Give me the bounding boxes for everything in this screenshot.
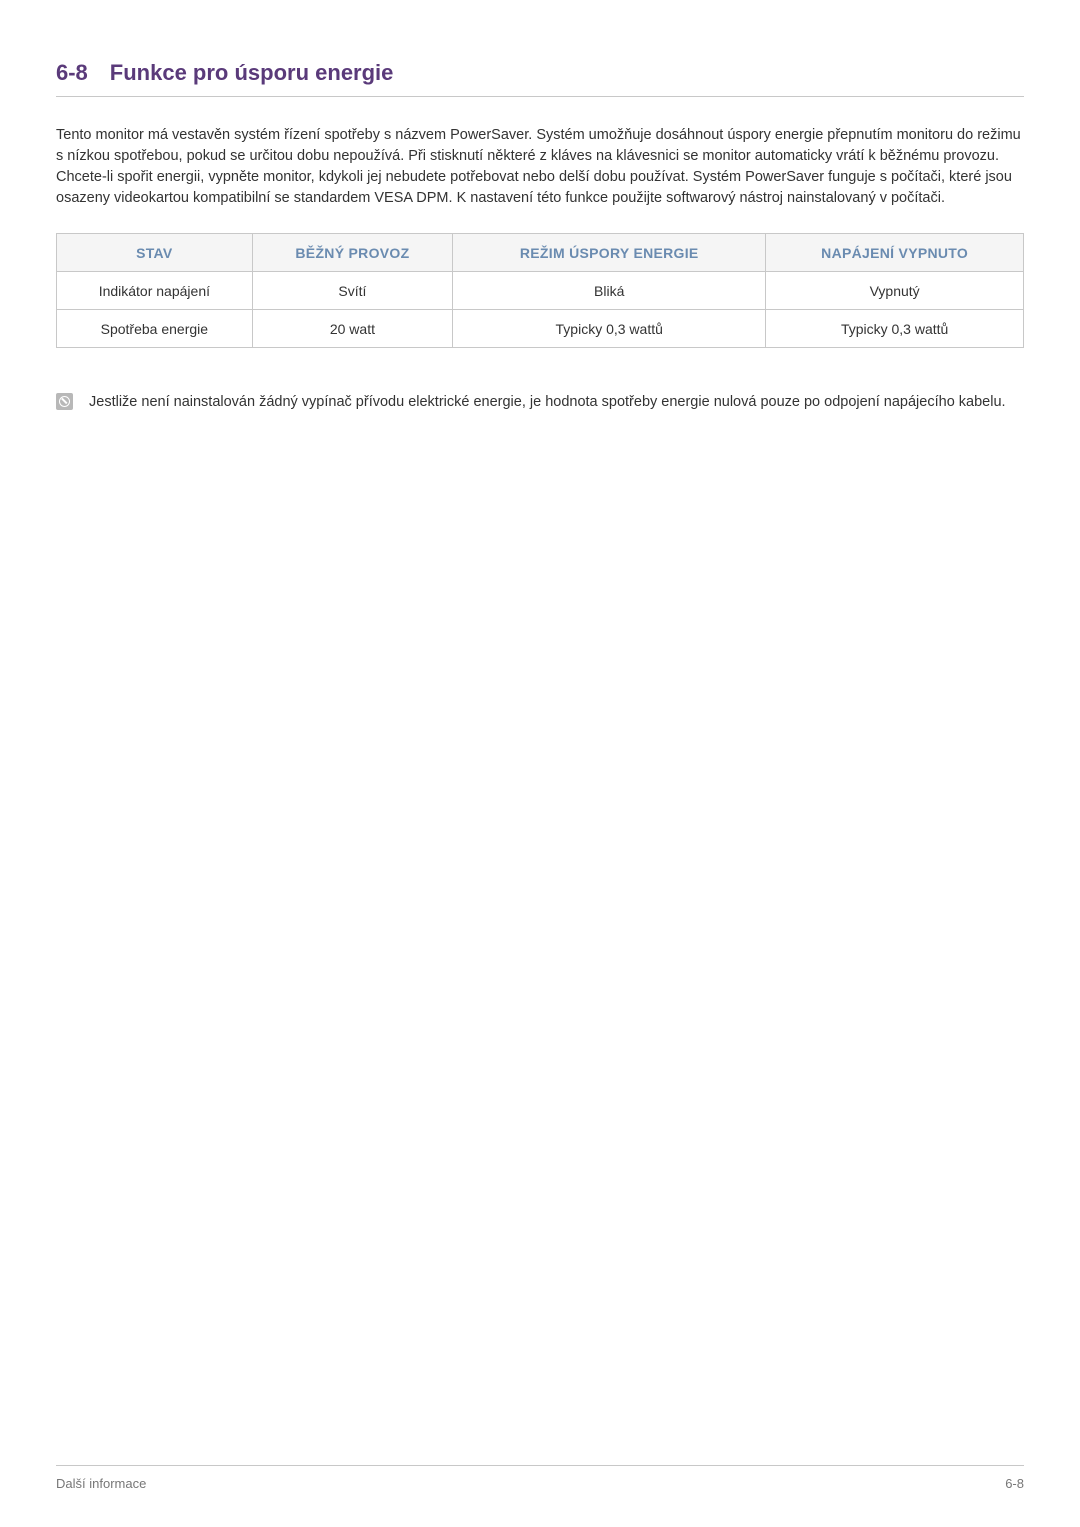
table-header-row: STAV BĚŽNÝ PROVOZ REŽIM ÚSPORY ENERGIE N…: [57, 234, 1024, 272]
section-title: Funkce pro úsporu energie: [110, 60, 394, 85]
table-cell: Bliká: [453, 272, 766, 310]
footer-right: 6-8: [1005, 1476, 1024, 1491]
section-heading-container: 6-8 Funkce pro úsporu energie: [56, 60, 1024, 97]
table-cell: Typicky 0,3 wattů: [453, 310, 766, 348]
table-header-cell: BĚŽNÝ PROVOZ: [252, 234, 452, 272]
table-cell: Vypnutý: [766, 272, 1024, 310]
section-number: 6-8: [56, 60, 88, 86]
note-text: Jestliže není nainstalován žádný vypínač…: [89, 392, 1006, 413]
power-states-table: STAV BĚŽNÝ PROVOZ REŽIM ÚSPORY ENERGIE N…: [56, 233, 1024, 348]
footer-left: Další informace: [56, 1476, 146, 1491]
section-heading: 6-8 Funkce pro úsporu energie: [56, 60, 1024, 86]
table-header-cell: REŽIM ÚSPORY ENERGIE: [453, 234, 766, 272]
table-cell: Svítí: [252, 272, 452, 310]
table-cell: Indikátor napájení: [57, 272, 253, 310]
table-header-cell: STAV: [57, 234, 253, 272]
page-footer: Další informace 6-8: [56, 1465, 1024, 1491]
table-cell: Typicky 0,3 wattů: [766, 310, 1024, 348]
table-cell: 20 watt: [252, 310, 452, 348]
note-icon: [56, 393, 73, 410]
table-row: Indikátor napájení Svítí Bliká Vypnutý: [57, 272, 1024, 310]
table-cell: Spotřeba energie: [57, 310, 253, 348]
table-row: Spotřeba energie 20 watt Typicky 0,3 wat…: [57, 310, 1024, 348]
note-container: Jestliže není nainstalován žádný vypínač…: [56, 392, 1024, 413]
table-header-cell: NAPÁJENÍ VYPNUTO: [766, 234, 1024, 272]
intro-paragraph: Tento monitor má vestavěn systém řízení …: [56, 125, 1024, 209]
